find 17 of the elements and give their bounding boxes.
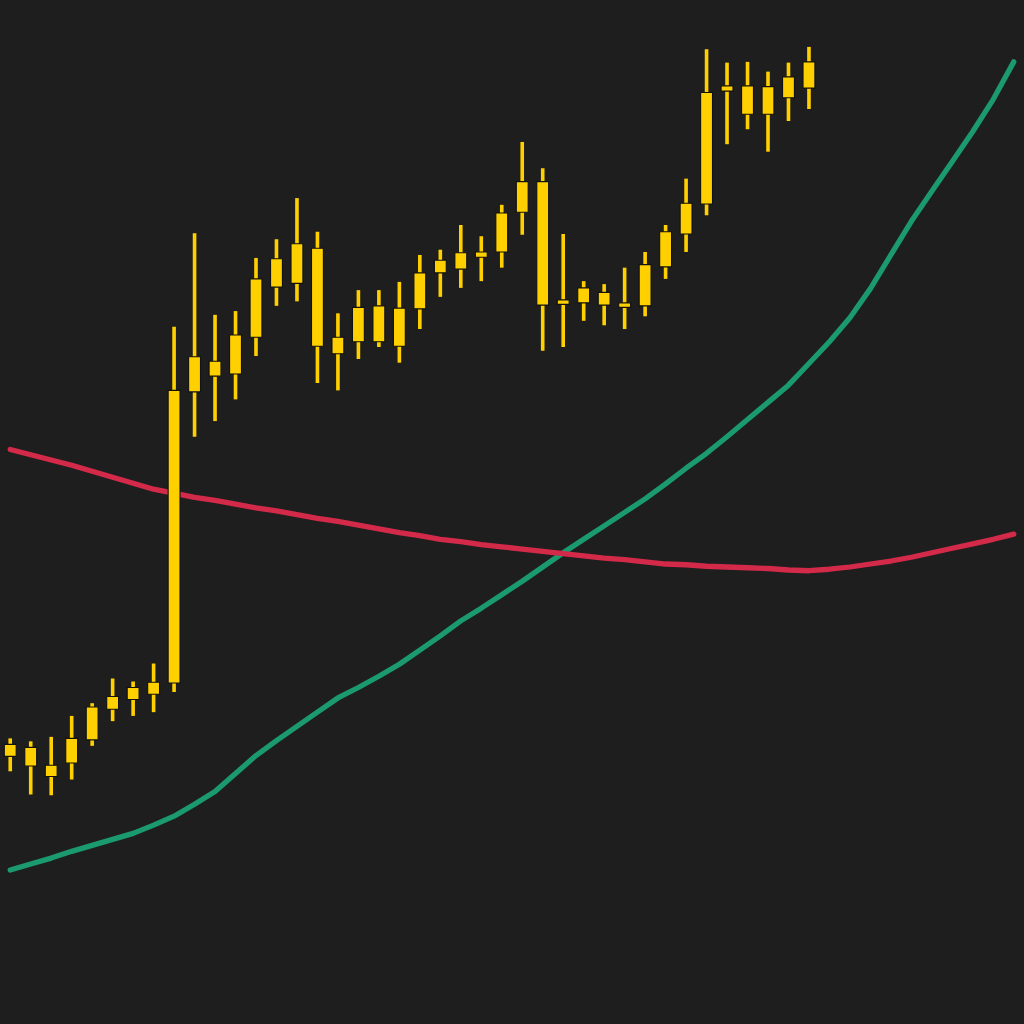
candlestick xyxy=(781,62,795,121)
candlestick xyxy=(720,62,734,145)
candlestick xyxy=(556,234,570,347)
candlestick xyxy=(433,249,447,297)
candlestick xyxy=(577,281,591,321)
candlestick xyxy=(3,738,17,772)
candlestick xyxy=(618,267,632,331)
candlestick xyxy=(454,225,468,288)
candlestick xyxy=(24,741,38,795)
candlestick xyxy=(126,681,140,716)
candlestick xyxy=(44,736,58,796)
candlestick xyxy=(208,314,222,423)
candlestick xyxy=(147,663,161,713)
candlestick xyxy=(597,284,611,326)
candlestick xyxy=(331,313,345,391)
candlestick xyxy=(106,678,120,722)
candlestick xyxy=(474,236,488,282)
